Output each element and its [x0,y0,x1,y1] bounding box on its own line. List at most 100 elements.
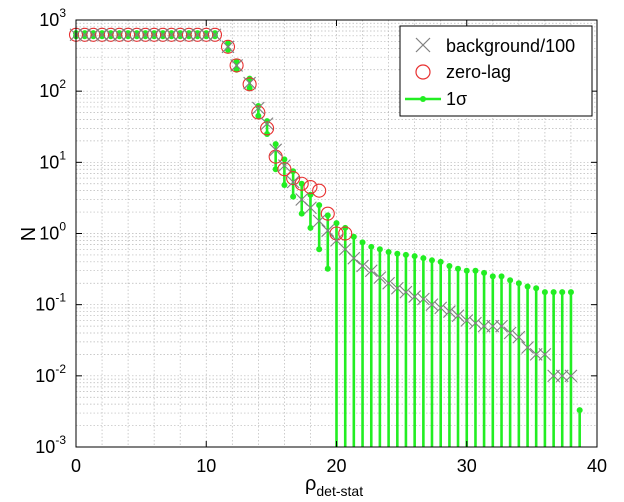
x-axis-label: ρdet-stat [305,473,363,499]
background-point [321,224,335,237]
error-bar-cap-upper [489,273,496,280]
x-tick-label: 0 [71,456,81,476]
error-bar-cap-upper [437,258,444,265]
error-bar-cap-lower [290,193,297,200]
background-point [347,251,361,265]
background-point-stroke [416,292,430,306]
error-bar-cap-upper [541,289,548,296]
x-tick-label: 40 [587,456,607,476]
error-bar-cap-lower [168,33,175,40]
background-point [312,214,326,228]
background-point-stroke [503,326,517,340]
background-point-stroke [460,314,474,327]
error-bar-cap-upper [402,251,409,258]
legend-marker-1sigma [405,96,441,102]
zero-lag-point [181,27,196,42]
zero-lag-point [77,27,92,42]
error-bar-cap-upper [576,407,583,414]
error-bar-cap-upper [524,283,531,290]
background-point [399,285,413,299]
error-bar-cap-upper [507,277,514,284]
background-point-stroke [408,290,422,303]
background-point-stroke [330,234,343,247]
zero-lag-point [155,27,170,42]
background-point [269,143,283,157]
background-point-stroke [512,330,526,344]
series-background [69,28,578,383]
background-point [373,271,387,284]
zero-lag-point [207,27,223,42]
y-tick-label: 100 [39,220,66,244]
zero-lag-point [312,183,327,198]
background-point-stroke [521,341,534,354]
y-tick-label: 10-1 [35,291,66,315]
error-bar-cap-upper [233,58,240,65]
background-point [364,264,378,278]
background-point-stroke [495,319,508,333]
zero-lag-point [112,27,127,42]
background-point [408,290,422,303]
background-point [208,28,222,42]
error-bar-cap-lower [264,131,271,138]
error-bar-cap-upper [246,75,253,82]
background-point [286,175,300,189]
background-point [304,201,317,215]
error-bar-cap-lower [281,182,288,189]
error-bar-cap-upper [446,262,453,269]
error-bar-cap-upper [515,280,522,287]
background-point [451,309,465,323]
error-bar-cap-upper [342,224,349,231]
zero-lag-point [338,226,353,241]
zero-lag-point [173,27,188,42]
y-axis-label: N [18,227,40,241]
background-point [382,276,395,290]
background-point [356,259,369,273]
zero-lag-point [95,27,110,42]
error-bar-cap-lower [142,33,149,40]
x-tick-label: 30 [457,456,477,476]
error-bar-cap-lower [211,33,218,40]
background-point [221,40,235,54]
error-bar-cap-upper [281,156,288,163]
error-bar-cap-lower [307,224,314,231]
error-bar-cap-upper [272,141,279,148]
error-bar-cap-upper [428,257,435,264]
error-bar-cap-lower [107,33,114,40]
legend-marker-zero-lag [415,64,431,80]
zero-lag-point [320,206,335,221]
error-bar-cap-upper [463,267,470,274]
zero-lag-point [138,27,153,42]
error-bar-cap-upper [385,248,392,255]
error-bar-cap-lower [116,33,123,40]
error-bar-cap-upper [324,212,331,219]
error-bar-cap-upper [333,220,340,227]
x-axis-label-symbol: ρ [305,473,316,495]
error-bar-cap-upper [481,269,488,276]
background-point-stroke [221,40,235,54]
zero-lag-point [277,162,292,177]
legend-label-1sigma: 1σ [446,89,467,109]
background-point [243,76,257,90]
background-point-stroke [451,309,465,323]
background-point [495,319,508,333]
background-point-stroke [538,348,552,361]
background-point [564,369,578,383]
background-point-stroke [208,28,222,42]
error-bar-cap-upper [455,265,462,272]
error-bar-cap-upper [550,289,557,296]
zero-lag-point [103,27,118,42]
error-bar-cap-upper [298,180,305,187]
background-point-stroke [434,301,448,315]
zero-lag-point [190,27,205,42]
error-bar-cap-upper [316,202,323,209]
legend: background/100 zero-lag 1σ [399,25,593,117]
error-bar-cap-upper [394,250,401,257]
background-point [443,305,456,318]
background-point-stroke [260,117,274,131]
zero-lag-point [121,27,136,42]
y-tick-label: 102 [39,77,66,101]
background-point [460,314,474,327]
error-bar-cap-upper [498,273,505,280]
background-point-stroke [321,224,335,237]
background-point-stroke [564,369,578,383]
